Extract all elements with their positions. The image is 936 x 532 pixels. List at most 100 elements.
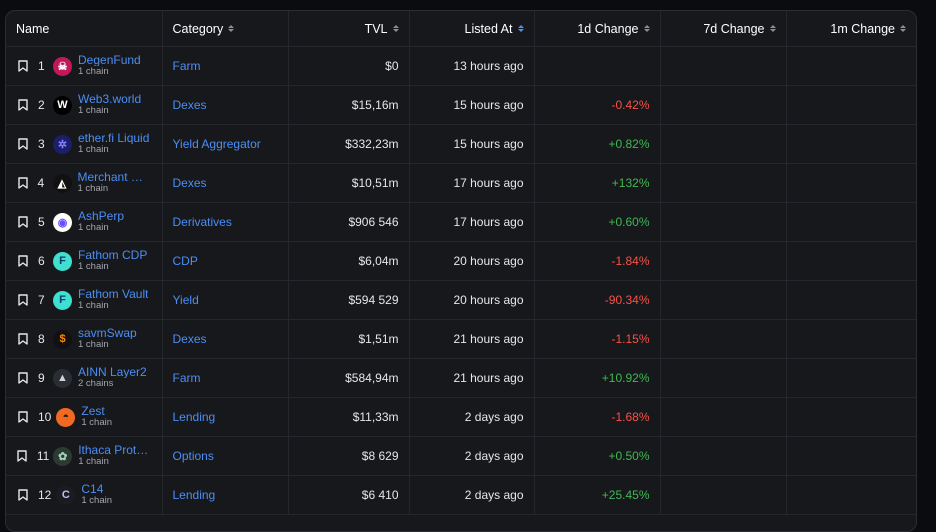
change-1d-value: +0.60%	[534, 202, 661, 242]
category-cell: Lending	[162, 397, 289, 437]
change-1d-value	[534, 46, 661, 86]
sort-icon	[643, 25, 650, 32]
bookmark-icon[interactable]	[16, 411, 30, 423]
bookmark-icon[interactable]	[16, 333, 30, 345]
bookmark-icon[interactable]	[16, 450, 29, 462]
rank-number: 3	[38, 137, 45, 151]
bookmark-icon[interactable]	[16, 138, 30, 150]
bookmark-icon[interactable]	[16, 216, 30, 228]
table-header-row: Name Category TVL Listed At 1d Change 7d…	[6, 11, 916, 47]
sort-icon	[228, 25, 235, 32]
category-link[interactable]: Lending	[172, 488, 216, 502]
category-link[interactable]: Farm	[172, 59, 201, 73]
protocol-name-link[interactable]: Ithaca Protocol	[78, 444, 152, 456]
change-7d-value	[660, 358, 787, 398]
column-header-category[interactable]: Category	[162, 11, 289, 47]
name-cell: 9 ▲ AINN Layer2 2 chains	[6, 358, 163, 398]
tvl-value: $15,16m	[288, 85, 410, 125]
protocol-name-link[interactable]: Merchant Moe	[77, 171, 152, 183]
tvl-value: $10,51m	[288, 163, 410, 203]
protocol-logo-icon: ✲	[53, 134, 72, 154]
category-link[interactable]: Dexes	[172, 332, 207, 346]
change-7d-value	[660, 436, 787, 476]
name-cell: 4 ◭ Merchant Moe 1 chain	[6, 163, 163, 203]
bookmark-icon[interactable]	[16, 489, 30, 501]
column-header-1d-change[interactable]: 1d Change	[534, 11, 661, 47]
column-header-tvl[interactable]: TVL	[288, 11, 410, 47]
protocol-name-link[interactable]: Fathom Vault	[78, 288, 149, 300]
column-header-1d-change-label: 1d Change	[577, 21, 639, 36]
sort-icon	[392, 25, 399, 32]
listed-at-value: 17 hours ago	[409, 163, 535, 203]
protocols-table: Name Category TVL Listed At 1d Change 7d…	[5, 10, 917, 532]
protocol-name-link[interactable]: C14	[81, 483, 104, 495]
change-1m-value	[786, 397, 916, 437]
name-cell: 12 C C14 1 chain	[6, 475, 163, 515]
column-header-name[interactable]: Name	[6, 11, 163, 47]
protocol-name-link[interactable]: ether.fi Liquid	[78, 132, 150, 144]
change-7d-value	[660, 46, 787, 86]
listed-at-value: 2 days ago	[409, 475, 535, 515]
bookmark-icon[interactable]	[16, 177, 30, 189]
protocol-name-link[interactable]: Web3.world	[78, 93, 142, 105]
bookmark-icon[interactable]	[16, 99, 30, 111]
column-header-listed-at-label: Listed At	[464, 21, 513, 36]
column-header-tvl-label: TVL	[364, 21, 388, 36]
change-1d-value: +10.92%	[534, 358, 661, 398]
change-1m-value	[786, 46, 916, 86]
tvl-value: $594 529	[288, 280, 410, 320]
chain-count: 1 chain	[77, 183, 109, 194]
chain-count: 1 chain	[81, 495, 112, 506]
protocol-name-link[interactable]: savmSwap	[78, 327, 137, 339]
category-cell: Options	[162, 436, 289, 476]
bookmark-icon[interactable]	[16, 294, 30, 306]
protocol-logo-icon: W	[53, 95, 72, 115]
category-link[interactable]: Derivatives	[172, 215, 232, 229]
table-row: 6 F Fathom CDP 1 chain CDP $6,04m 20 hou…	[6, 241, 916, 281]
name-cell: 2 W Web3.world 1 chain	[6, 85, 163, 125]
category-cell: Dexes	[162, 163, 289, 203]
column-header-listed-at[interactable]: Listed At	[409, 11, 535, 47]
category-cell: Derivatives	[162, 202, 289, 242]
change-7d-value	[660, 85, 787, 125]
category-link[interactable]: Farm	[172, 371, 201, 385]
protocol-logo-icon: F	[53, 290, 72, 310]
tvl-value: $584,94m	[288, 358, 410, 398]
protocol-name-link[interactable]: AshPerp	[78, 210, 125, 222]
bookmark-icon[interactable]	[16, 372, 30, 384]
protocol-logo-icon: ✿	[53, 446, 73, 466]
rank-number: 12	[38, 488, 52, 502]
category-cell: Dexes	[162, 85, 289, 125]
protocol-name-link[interactable]: Fathom CDP	[78, 249, 148, 261]
change-7d-value	[660, 124, 787, 164]
column-header-1m-change[interactable]: 1m Change	[786, 11, 916, 47]
category-link[interactable]: Dexes	[172, 176, 207, 190]
change-7d-value	[660, 397, 787, 437]
name-cell: 10 ◓ Zest 1 chain	[6, 397, 163, 437]
category-cell: Farm	[162, 46, 289, 86]
category-cell: Yield Aggregator	[162, 124, 289, 164]
category-link[interactable]: Dexes	[172, 98, 207, 112]
category-link[interactable]: Yield Aggregator	[172, 137, 261, 151]
change-1d-value: +0.82%	[534, 124, 661, 164]
chain-count: 1 chain	[78, 105, 109, 116]
category-link[interactable]: Lending	[172, 410, 216, 424]
bookmark-icon[interactable]	[16, 60, 30, 72]
category-link[interactable]: Yield	[172, 293, 199, 307]
change-1d-value: -90.34%	[534, 280, 661, 320]
chain-count: 2 chains	[78, 378, 114, 389]
rank-number: 7	[38, 293, 45, 307]
rank-number: 9	[38, 371, 45, 385]
bookmark-icon[interactable]	[16, 255, 30, 267]
name-cell: 7 F Fathom Vault 1 chain	[6, 280, 163, 320]
category-link[interactable]: CDP	[172, 254, 198, 268]
protocol-name-link[interactable]: AINN Layer2	[78, 366, 147, 378]
column-header-7d-change[interactable]: 7d Change	[660, 11, 787, 47]
protocol-name-link[interactable]: Zest	[81, 405, 105, 417]
listed-at-value: 20 hours ago	[409, 241, 535, 281]
table-row: 1 ☠ DegenFund 1 chain Farm $0 13 hours a…	[6, 46, 916, 86]
rank-number: 8	[38, 332, 45, 346]
protocol-name-link[interactable]: DegenFund	[78, 54, 141, 66]
category-cell: CDP	[162, 241, 289, 281]
category-link[interactable]: Options	[172, 449, 214, 463]
